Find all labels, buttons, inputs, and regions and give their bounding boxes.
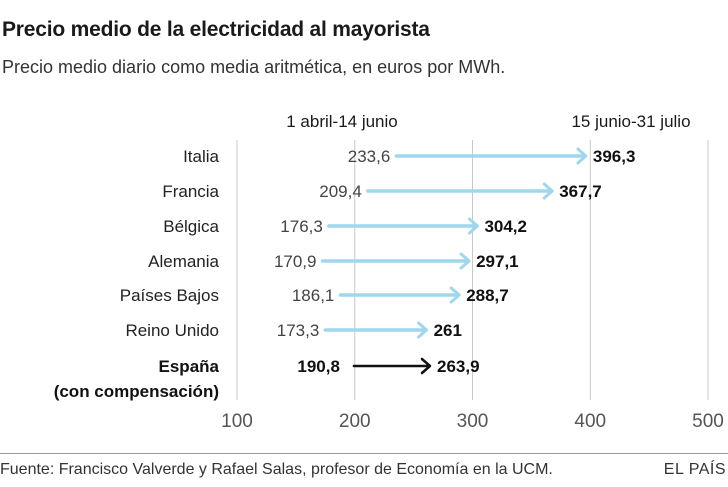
- arrow-head: [417, 321, 429, 339]
- arrow-head: [449, 286, 461, 304]
- country-label: Reino Unido: [125, 321, 219, 340]
- end-value-label: 304,2: [484, 217, 527, 236]
- x-tick-label: 400: [574, 411, 606, 432]
- footer-divider: [0, 453, 728, 454]
- start-value-label: 173,3: [277, 321, 320, 340]
- start-value-label: 209,4: [319, 182, 362, 201]
- chart-area: 1 abril-14 junio 15 junio-31 julio 100 200 3…: [54, 112, 724, 432]
- country-label: Italia: [183, 147, 219, 166]
- end-value-label: 297,1: [476, 252, 519, 271]
- arrow-head: [459, 252, 471, 270]
- arrow-head: [420, 357, 432, 375]
- period-label-end: 15 junio-31 julio: [571, 112, 690, 131]
- country-label: España: [159, 357, 220, 376]
- end-value-label: 288,7: [466, 286, 509, 305]
- x-tick-label: 300: [457, 411, 489, 432]
- country-label-line2: (con compensación): [54, 382, 219, 401]
- end-value-label: 367,7: [559, 182, 602, 201]
- x-tick-label: 500: [692, 411, 724, 432]
- source-note: Fuente: Francisco Valverde y Rafael Sala…: [0, 461, 553, 478]
- end-value-label: 396,3: [593, 147, 636, 166]
- arrow-head: [542, 182, 554, 200]
- country-label: Países Bajos: [120, 286, 219, 305]
- country-label: Bélgica: [163, 217, 219, 236]
- chart-title: Precio medio de la electricidad al mayor…: [2, 18, 430, 41]
- end-value-label: 261: [434, 321, 462, 340]
- start-value-label: 190,8: [297, 357, 340, 376]
- start-value-label: 233,6: [348, 147, 391, 166]
- country-label: Francia: [162, 182, 219, 201]
- arrow-head: [576, 147, 588, 165]
- country-label: Alemania: [148, 252, 219, 271]
- x-tick-label: 100: [221, 411, 253, 432]
- start-value-label: 170,9: [274, 252, 317, 271]
- start-value-label: 186,1: [292, 286, 335, 305]
- start-value-label: 176,3: [280, 217, 323, 236]
- arrow-head: [467, 217, 479, 235]
- x-tick-label: 200: [339, 411, 371, 432]
- end-value-label: 263,9: [437, 357, 480, 376]
- brand-logo: EL PAÍS: [663, 461, 726, 478]
- chart-subtitle: Precio medio diario como media aritmétic…: [2, 57, 506, 77]
- period-label-start: 1 abril-14 junio: [286, 112, 398, 131]
